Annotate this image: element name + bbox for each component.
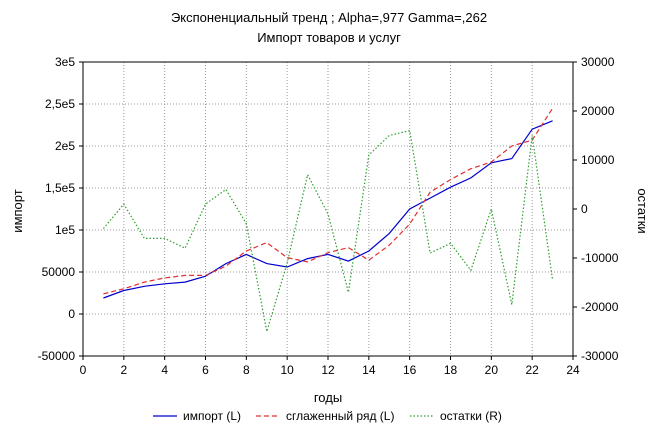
- y-right-tick-label: 30000: [581, 55, 615, 69]
- y-right-tick-label: 0: [581, 202, 588, 216]
- x-tick-label: 14: [362, 363, 376, 377]
- x-tick-label: 0: [80, 363, 87, 377]
- x-tick-label: 12: [321, 363, 335, 377]
- y-left-tick-label: -50000: [38, 349, 76, 363]
- series-line-2: [103, 107, 554, 295]
- x-tick-label: 20: [485, 363, 499, 377]
- y-right-tick-label: 10000: [581, 153, 615, 167]
- x-tick-label: 2: [120, 363, 127, 377]
- series-line-1: [103, 120, 553, 299]
- y-left-tick-label: 50000: [42, 265, 76, 279]
- legend-label-3: остатки (R): [440, 409, 502, 423]
- x-tick-label: 8: [243, 363, 250, 377]
- y-left-tick-label: 2,5e5: [45, 97, 75, 111]
- x-tick-label: 6: [202, 363, 209, 377]
- legend: импорт (L) сглаженный ряд (L) остатки (R): [153, 409, 502, 423]
- x-tick-label: 22: [525, 363, 539, 377]
- y-left-tick-label: 3e5: [55, 55, 75, 69]
- y-left-tick-label: 0: [68, 307, 75, 321]
- chart-subtitle: Импорт товаров и услуг: [257, 30, 401, 45]
- x-tick-label: 18: [444, 363, 458, 377]
- grid: [83, 62, 573, 356]
- y-axis-label-left: импорт: [10, 189, 25, 232]
- x-axis-label: годы: [314, 390, 342, 405]
- legend-label-2: сглаженный ряд (L): [286, 409, 394, 423]
- series-line-3: [102, 129, 554, 332]
- x-tick-label: 10: [280, 363, 294, 377]
- y-axis-label-right: остатки: [635, 188, 650, 233]
- series-layer: [102, 107, 554, 332]
- chart-title: Экспоненциальный тренд ; Alpha=,977 Gamm…: [171, 10, 487, 25]
- y-left-tick-label: 1e5: [55, 223, 75, 237]
- y-right-tick-label: -30000: [581, 349, 619, 363]
- y-left-tick-label: 1,5e5: [45, 181, 75, 195]
- y-right-tick-label: -20000: [581, 300, 619, 314]
- y-right-tick-label: -10000: [581, 251, 619, 265]
- y-left-tick-label: 2e5: [55, 139, 75, 153]
- x-tick-label: 16: [403, 363, 417, 377]
- x-tick-label: 24: [566, 363, 580, 377]
- legend-label-1: импорт (L): [183, 409, 241, 423]
- y-right-tick-label: 20000: [581, 104, 615, 118]
- axes: 0 2 4 6 8 10 12 14 16 18 20 22 24-500000500001e51,5e…: [38, 55, 619, 377]
- x-tick-label: 4: [161, 363, 168, 377]
